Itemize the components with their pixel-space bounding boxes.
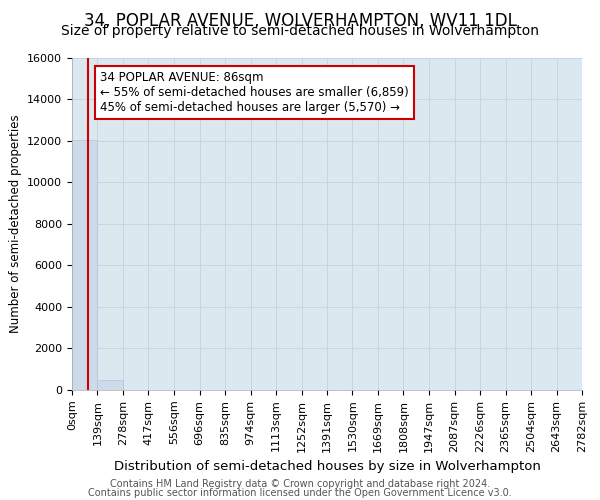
Y-axis label: Number of semi-detached properties: Number of semi-detached properties <box>8 114 22 333</box>
Bar <box>97 380 123 390</box>
Text: 34 POPLAR AVENUE: 86sqm
← 55% of semi-detached houses are smaller (6,859)
45% of: 34 POPLAR AVENUE: 86sqm ← 55% of semi-de… <box>100 71 409 114</box>
Text: Contains HM Land Registry data © Crown copyright and database right 2024.: Contains HM Land Registry data © Crown c… <box>110 479 490 489</box>
Bar <box>72 140 97 390</box>
X-axis label: Distribution of semi-detached houses by size in Wolverhampton: Distribution of semi-detached houses by … <box>113 460 541 473</box>
Text: Size of property relative to semi-detached houses in Wolverhampton: Size of property relative to semi-detach… <box>61 24 539 38</box>
Text: 34, POPLAR AVENUE, WOLVERHAMPTON, WV11 1DL: 34, POPLAR AVENUE, WOLVERHAMPTON, WV11 1… <box>83 12 517 30</box>
Text: Contains public sector information licensed under the Open Government Licence v3: Contains public sector information licen… <box>88 488 512 498</box>
